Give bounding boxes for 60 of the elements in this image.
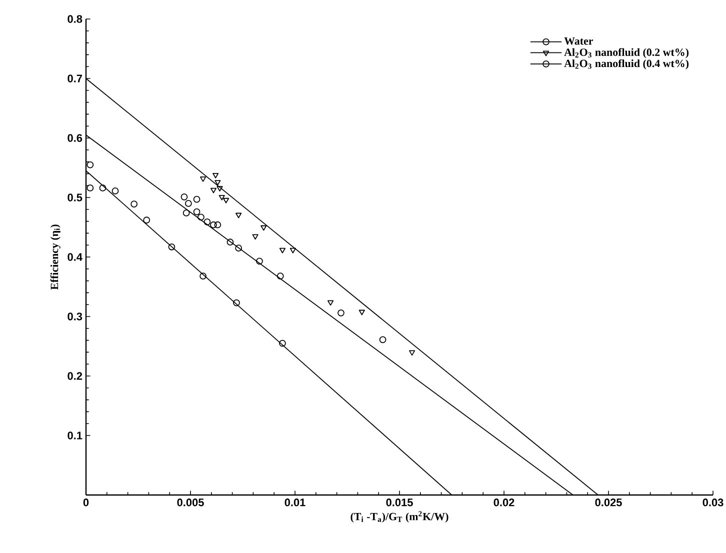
point xyxy=(379,336,386,344)
y-tick-label: 0.4 xyxy=(68,253,82,261)
point xyxy=(212,172,219,178)
point xyxy=(256,258,263,265)
point xyxy=(112,188,119,194)
point xyxy=(204,218,211,226)
y-tick-label: 0.3 xyxy=(68,312,82,320)
point xyxy=(327,300,334,306)
x-tick-label: 0.015 xyxy=(386,498,413,506)
point xyxy=(218,194,225,200)
point xyxy=(214,180,221,186)
point xyxy=(99,184,106,192)
text: (T$_{i}$ -T$_{a}$)/G$_{T}$ (m$^{2}$K/W) xyxy=(350,511,448,523)
point xyxy=(216,186,223,192)
point xyxy=(233,299,240,306)
point xyxy=(184,200,192,207)
legend-label: Al$_{2}$O$_{3}$ nanofluid (0.4 wt%) xyxy=(564,59,689,70)
x-tick-label: 0.03 xyxy=(702,498,724,506)
point xyxy=(200,176,206,182)
point xyxy=(236,212,242,218)
y-tick-label: 0.8 xyxy=(68,15,82,23)
y-tick-label: 0.5 xyxy=(68,194,82,202)
point xyxy=(210,188,217,194)
point xyxy=(279,248,286,254)
point xyxy=(214,221,222,228)
x-tick-label: 0.005 xyxy=(177,498,204,506)
point xyxy=(358,310,365,316)
point xyxy=(260,225,267,231)
point xyxy=(210,221,217,228)
point xyxy=(168,243,176,250)
x-tick-label: 0.025 xyxy=(595,498,622,506)
point xyxy=(180,193,188,200)
legend-label: Water xyxy=(564,37,594,45)
point xyxy=(276,272,284,280)
point xyxy=(193,208,200,216)
point xyxy=(409,350,416,356)
x-tick-label: 0 xyxy=(83,498,89,506)
y-tick-label: 0.7 xyxy=(68,74,82,82)
y-axis-title: Efficiency (η$_{i}$) xyxy=(50,224,60,290)
point xyxy=(182,210,190,216)
point xyxy=(222,198,230,204)
point xyxy=(279,340,286,347)
x-tick-label: 0.02 xyxy=(494,498,514,506)
y-tick-label: 0.2 xyxy=(68,372,82,380)
y-tick-label: 0.6 xyxy=(68,134,82,142)
point xyxy=(252,234,258,240)
point xyxy=(338,309,344,316)
legend-label: Al$_{2}$O$_{3}$ nanofluid (0.2 wt%) xyxy=(564,48,689,58)
point xyxy=(290,248,296,254)
point xyxy=(130,200,138,208)
point xyxy=(198,214,204,221)
point xyxy=(200,272,206,280)
point xyxy=(86,184,94,192)
point xyxy=(143,216,150,224)
x-tick-label: 0.01 xyxy=(284,498,306,506)
point xyxy=(226,238,234,246)
point xyxy=(86,161,94,168)
y-tick-label: 0.1 xyxy=(68,432,82,440)
point xyxy=(193,196,200,203)
point xyxy=(235,244,242,252)
